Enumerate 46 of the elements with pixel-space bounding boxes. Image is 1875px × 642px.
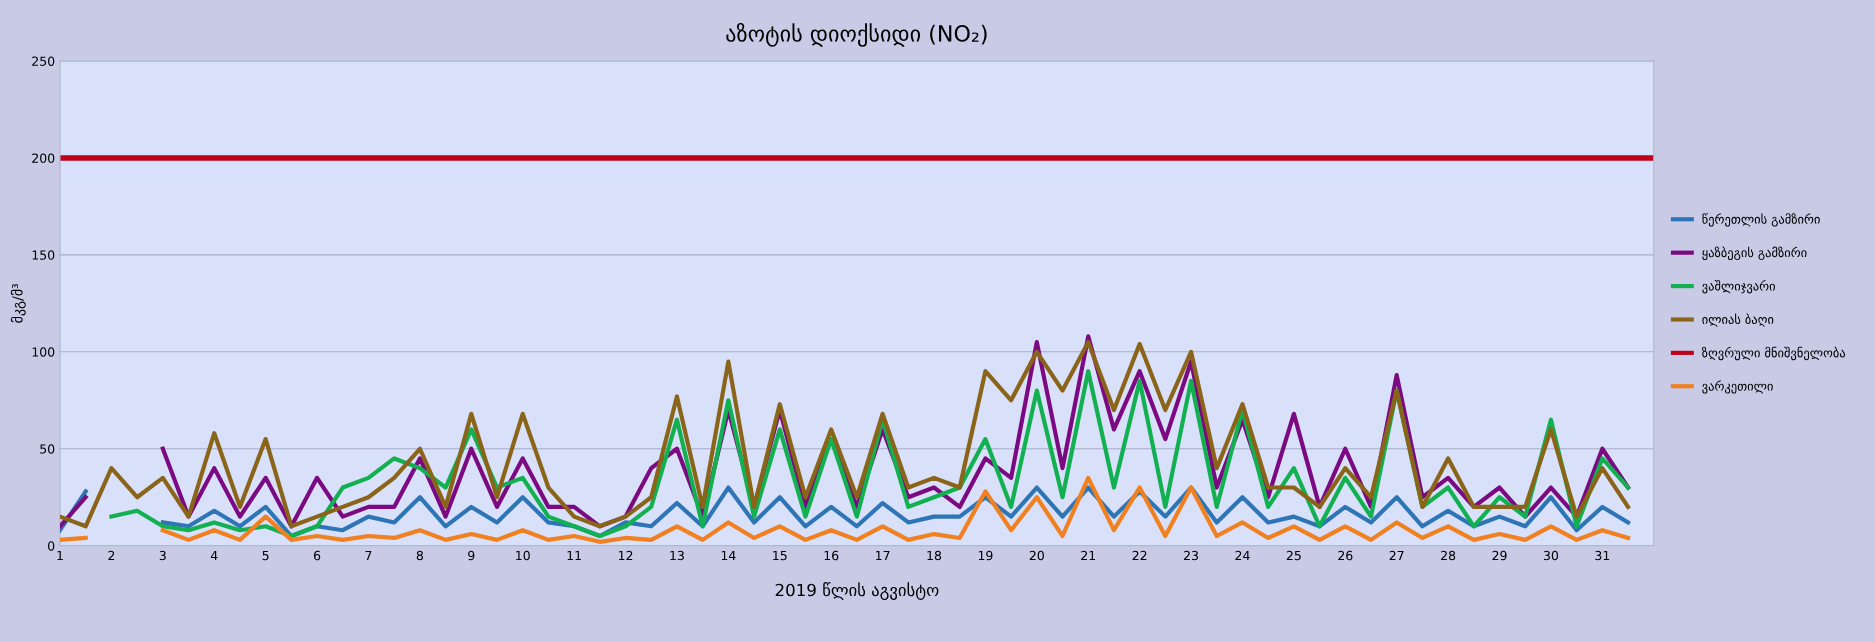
legend-label: ვარკეთილი	[1702, 380, 1773, 394]
x-axis-title: 2019 წლის აგვისტო	[775, 582, 939, 600]
x-tick-label: 9	[468, 550, 475, 561]
x-tick-label: 11	[567, 550, 581, 561]
x-tick-label: 13	[670, 550, 684, 561]
legend-label: ილიას ბაღი	[1702, 313, 1774, 327]
x-tick-label: 28	[1441, 550, 1456, 561]
x-tick-label: 30	[1543, 550, 1559, 561]
x-tick-label: 16	[824, 550, 839, 561]
x-tick-label: 8	[416, 550, 423, 561]
y-tick-label: 150	[32, 250, 55, 260]
x-tick-label: 29	[1492, 550, 1507, 561]
y-tick-label: 0	[48, 541, 55, 551]
legend-label: ვაშლიჯვარი	[1702, 280, 1775, 294]
x-tick-label: 17	[876, 550, 890, 561]
x-tick-label: 24	[1235, 550, 1250, 561]
x-tick-label: 3	[159, 550, 166, 561]
y-tick-label: 50	[40, 444, 55, 454]
y-tick-label: 200	[32, 153, 55, 163]
x-tick-label: 25	[1286, 550, 1301, 561]
x-tick-label: 20	[1029, 550, 1044, 561]
x-tick-label: 2	[108, 550, 115, 561]
x-tick-label: 7	[365, 550, 372, 561]
y-tick-label: 250	[32, 56, 55, 66]
x-tick-label: 19	[978, 550, 993, 561]
x-tick-label: 18	[927, 550, 942, 561]
legend-label: წერეთლის გამზირი	[1702, 213, 1820, 227]
y-tick-label: 100	[32, 347, 55, 357]
x-tick-label: 22	[1132, 550, 1147, 561]
x-tick-label: 1	[57, 550, 63, 561]
x-tick-label: 10	[516, 550, 530, 561]
x-tick-label: 31	[1595, 550, 1610, 561]
x-tick-label: 6	[313, 550, 321, 561]
x-tick-label: 5	[262, 550, 269, 561]
y-axis-title: მკგ/მ³	[10, 284, 26, 323]
x-tick-label: 12	[618, 550, 633, 561]
x-tick-label: 26	[1338, 550, 1353, 561]
chart-title: აზოტის დიოქსიდი (NO₂)	[726, 22, 987, 47]
legend-label: ზღვრული მნიშვნელობა	[1701, 346, 1846, 361]
x-tick-label: 27	[1389, 550, 1404, 561]
x-tick-label: 21	[1081, 550, 1096, 561]
legend-label: ყაზბეგის გამზირი	[1702, 246, 1807, 260]
x-tick-label: 4	[210, 550, 218, 561]
x-tick-label: 15	[773, 550, 787, 561]
x-tick-label: 23	[1184, 550, 1198, 561]
x-tick-label: 14	[721, 550, 736, 561]
